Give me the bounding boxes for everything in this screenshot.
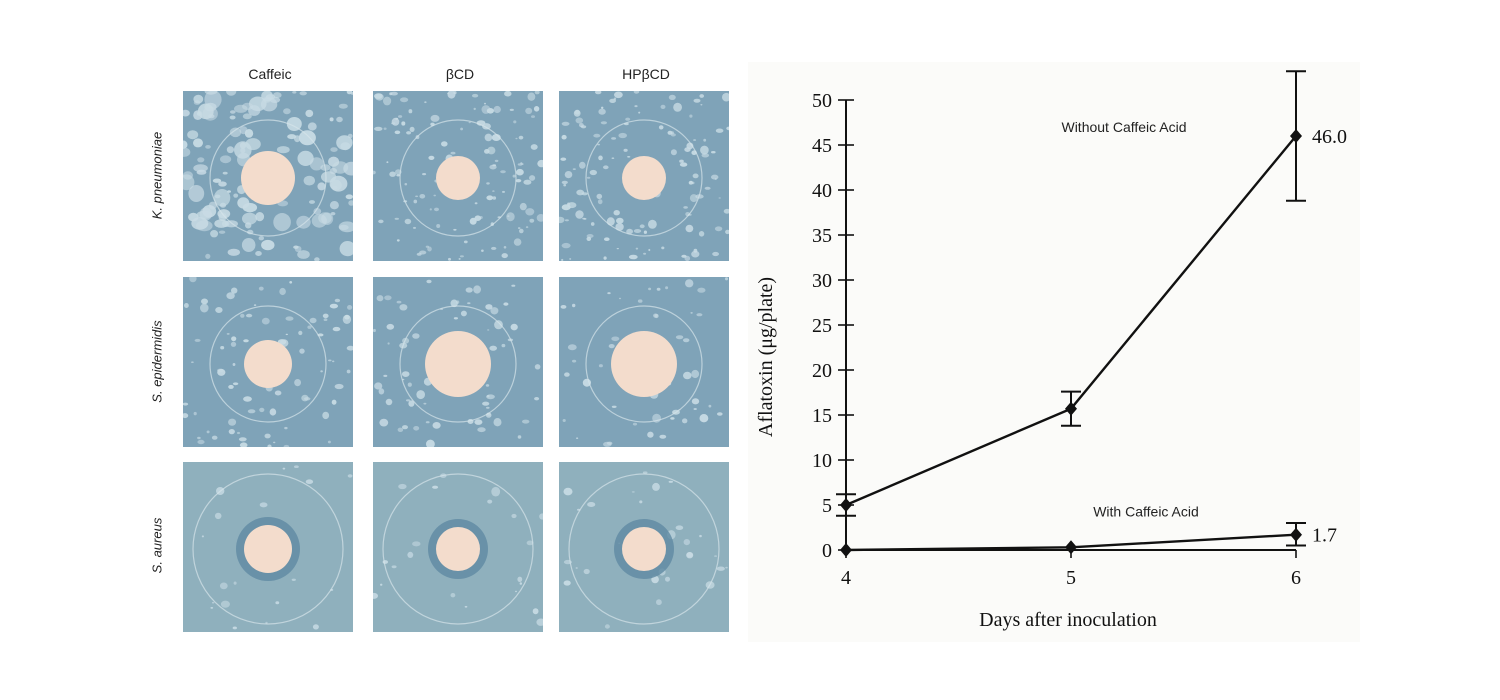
x-tick-label-5: 5 <box>1066 567 1076 589</box>
x-tick-label-6: 6 <box>1291 567 1301 589</box>
data-point-1-0 <box>840 543 852 557</box>
plate-2-2 <box>559 462 729 632</box>
y-tick-label-0: 0 <box>822 540 832 562</box>
series-line-0 <box>845 135 1297 507</box>
data-point-1-1 <box>1065 540 1077 555</box>
y-axis-label: Aflatoxin (μg/plate) <box>755 277 777 437</box>
series-name-label-0: Without Caffeic Acid <box>1061 119 1186 135</box>
plate-2-0 <box>183 462 353 632</box>
y-tick-label-20: 20 <box>812 360 832 382</box>
column-header-hpbcd: HPβCD <box>622 66 670 82</box>
y-tick-label-35: 35 <box>812 225 832 247</box>
plate-grid: Caffeic βCD HPβCD K. pneumoniae S. epide… <box>140 58 729 648</box>
data-point-0-1 <box>1065 401 1077 416</box>
y-tick-label-45: 45 <box>812 135 832 157</box>
y-tick-label-30: 30 <box>812 270 832 292</box>
plate-1-1 <box>373 277 543 447</box>
row-label-s-epidermidis: S. epidermidis <box>149 320 165 403</box>
chart-panel: 0 5 10 15 20 25 30 35 40 45 50 4 5 6 46.0 Without Caff… <box>748 62 1360 642</box>
data-point-1-2 <box>1290 527 1302 542</box>
data-point-0-0 <box>840 498 852 512</box>
y-tick-label-5: 5 <box>822 495 832 517</box>
y-tick-label-10: 10 <box>812 450 832 472</box>
end-value-label-1: 1.7 <box>1312 525 1337 547</box>
y-tick-label-25: 25 <box>812 315 832 337</box>
row-label-k-pneumoniae: K. pneumoniae <box>149 131 165 220</box>
x-axis-label: Days after inoculation <box>979 609 1157 631</box>
plate-1-0 <box>183 277 353 447</box>
plate-0-2 <box>559 91 729 261</box>
column-header-caffeic: Caffeic <box>248 66 292 82</box>
end-value-label-0: 46.0 <box>1312 126 1347 148</box>
y-tick-label-15: 15 <box>812 405 832 427</box>
plate-2-1 <box>373 462 543 632</box>
plate-0-1 <box>373 91 543 261</box>
row-label-s-aureus: S. aureus <box>149 517 165 574</box>
y-tick-label-40: 40 <box>812 180 832 202</box>
y-tick-label-50: 50 <box>812 90 832 112</box>
x-tick-label-4: 4 <box>841 567 851 589</box>
series-layer: 46.0 Without Caffeic Acid 1.7 With Caffeic … <box>836 70 1347 557</box>
plate-0-0 <box>183 91 353 261</box>
column-header-bcd: βCD <box>445 66 475 82</box>
data-point-0-2 <box>1290 129 1302 143</box>
series-name-label-1: With Caffeic Acid <box>1093 504 1199 520</box>
plate-1-2 <box>559 277 729 447</box>
